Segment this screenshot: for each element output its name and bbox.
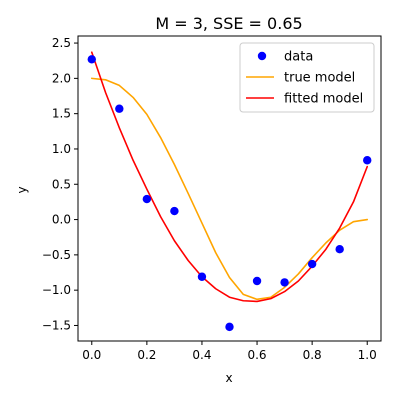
axes-frame: [77, 35, 382, 342]
legend-marker-data: [257, 51, 267, 61]
x-tick-label: 0.2: [137, 348, 156, 362]
y-tick-label: 2.5: [52, 36, 71, 50]
chart-title: M = 3, SSE = 0.65: [155, 14, 302, 33]
series-line-true-model: [90, 77, 369, 301]
x-tick-label: 0.8: [303, 348, 322, 362]
data-point: [87, 55, 96, 64]
data-point: [363, 156, 372, 165]
data-point: [142, 194, 152, 204]
y-tick-label: −0.5: [42, 248, 71, 262]
data-point: [225, 322, 234, 332]
x-tick-label: 0.4: [192, 348, 211, 362]
y-tick-label: 0.5: [52, 177, 71, 191]
data-point: [280, 278, 289, 287]
legend-label: data: [284, 50, 313, 65]
x-tick-label: 0.6: [247, 348, 266, 362]
y-tick-label: 1.5: [52, 107, 71, 121]
legend-box: [239, 42, 375, 113]
series-line-fitted-model: [90, 51, 369, 303]
data-point: [307, 259, 317, 269]
data-point: [115, 104, 124, 113]
y-tick-label: 0.0: [52, 213, 71, 227]
data-point: [197, 272, 207, 281]
y-tick-label: −1.5: [42, 318, 71, 332]
data-point: [252, 276, 262, 286]
legend-label: true model: [284, 71, 355, 86]
y-axis-label: y: [15, 186, 29, 193]
data-point: [335, 245, 344, 254]
y-tick-label: 2.0: [52, 71, 71, 85]
data-point: [170, 206, 179, 216]
x-axis-label: x: [225, 371, 232, 385]
x-tick-label: 0.0: [82, 348, 101, 362]
y-tick-label: −1.0: [42, 283, 71, 297]
x-tick-label: 1.0: [358, 348, 377, 362]
y-tick-label: 1.0: [52, 142, 71, 156]
legend-label: fitted model: [284, 92, 363, 107]
plot-area: 0.0 0.2 0.4 0.6 0.8 1.0 −1.5 −1.0 −0.5 0.0 0.5 1.0 1…: [42, 35, 382, 362]
